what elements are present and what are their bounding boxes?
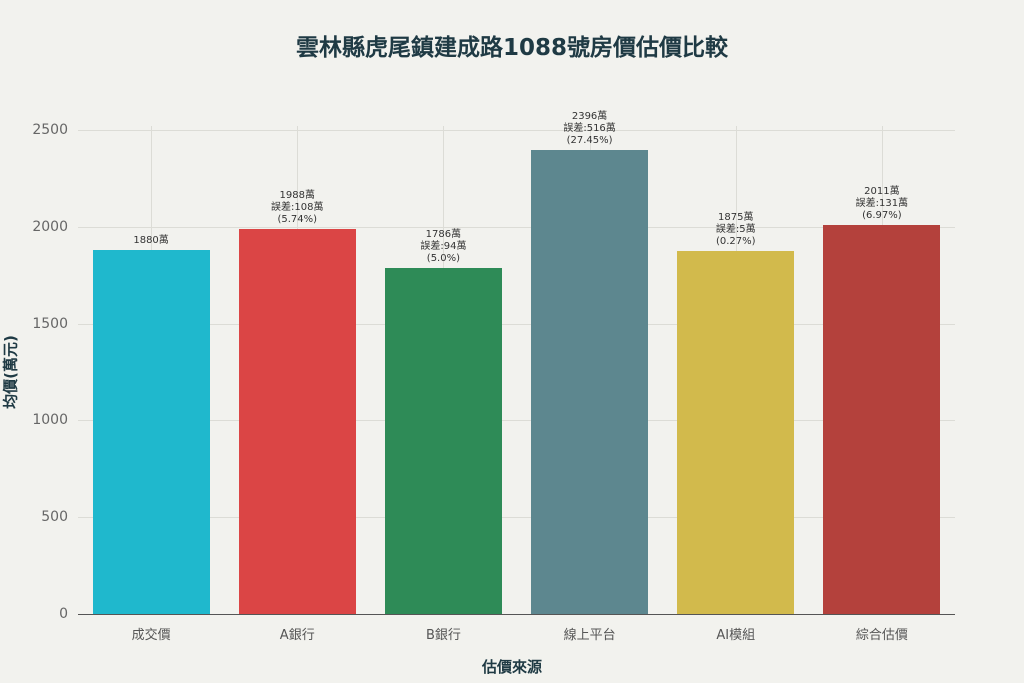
- annotation-line: (5.74%): [277, 214, 318, 226]
- x-tick-label: B銀行: [425, 628, 461, 643]
- annotation-line: 1988萬: [279, 190, 315, 202]
- annotation-line: 誤差:108萬: [271, 202, 324, 214]
- x-tick-label: A銀行: [279, 628, 315, 643]
- gridline-h: [78, 517, 955, 519]
- chart-title: 雲林縣虎尾鎮建成路1088號房價估價比較: [295, 35, 728, 61]
- annotation-line: 誤差:516萬: [563, 123, 616, 135]
- annotation-line: (5.0%): [426, 253, 461, 265]
- annotation-line: (6.97%): [862, 209, 902, 221]
- annotation-line: 1875萬: [718, 212, 754, 223]
- bar-annotation: 2011萬 誤差:131萬 (6.97%): [812, 186, 952, 222]
- y-tick-label: 2500: [32, 122, 68, 138]
- gridline-h: [78, 226, 955, 228]
- x-axis-label: 估價來源: [481, 658, 542, 676]
- bar-4[interactable]: [677, 251, 795, 614]
- annotation-line: 誤差:131萬: [855, 197, 909, 209]
- annotation-line: 1880萬: [133, 235, 169, 247]
- bar-3[interactable]: [531, 150, 649, 614]
- annotation-line: (27.45%): [566, 135, 613, 147]
- bar-1[interactable]: [238, 229, 356, 614]
- bar-annotation: 1880萬: [81, 235, 221, 247]
- annotation-line: 誤差:5萬: [715, 224, 756, 235]
- annotation-line: 誤差:94萬: [420, 241, 467, 253]
- bar-annotation: 1786萬 誤差:94萬 (5.0%): [373, 229, 513, 265]
- annotation-line: 2396萬: [571, 111, 608, 123]
- annotation-line: 1786萬: [425, 229, 462, 241]
- bar-0[interactable]: [92, 250, 210, 614]
- x-tick-label: 線上平台: [563, 628, 616, 643]
- annotation-line: 2011萬: [864, 185, 900, 197]
- bar-annotation: 2396萬 誤差:516萬 (27.45%): [520, 111, 660, 147]
- y-tick-label: 1000: [32, 412, 68, 429]
- gridline-h: [78, 323, 955, 325]
- y-tick-label: 500: [41, 509, 68, 526]
- x-tick-label: AI模組: [716, 628, 756, 643]
- gridline-h: [78, 420, 955, 422]
- y-tick-label: 2000: [32, 218, 68, 235]
- y-tick-label: 0: [59, 606, 68, 622]
- x-tick-label: 成交價: [131, 628, 171, 643]
- x-axis-line: [78, 614, 955, 615]
- x-tick-label: 綜合估價: [855, 628, 908, 643]
- bar-5[interactable]: [823, 224, 941, 614]
- plot-area: 1880萬 1988萬 誤差:108萬 (5.74%) 1786萬 誤差:94萬 (5.0%…: [78, 111, 955, 615]
- bar-annotation: 1988萬 誤差:108萬 (5.74%): [227, 190, 367, 226]
- bar-annotation: 1875萬 誤差:5萬 (0.27%): [666, 212, 806, 248]
- annotation-line: (0.27%): [715, 236, 756, 247]
- gridline-h: [78, 130, 955, 131]
- y-axis-label: 均價(萬元): [1, 335, 20, 409]
- bar-2[interactable]: [384, 268, 502, 614]
- y-tick-label: 1500: [32, 315, 68, 332]
